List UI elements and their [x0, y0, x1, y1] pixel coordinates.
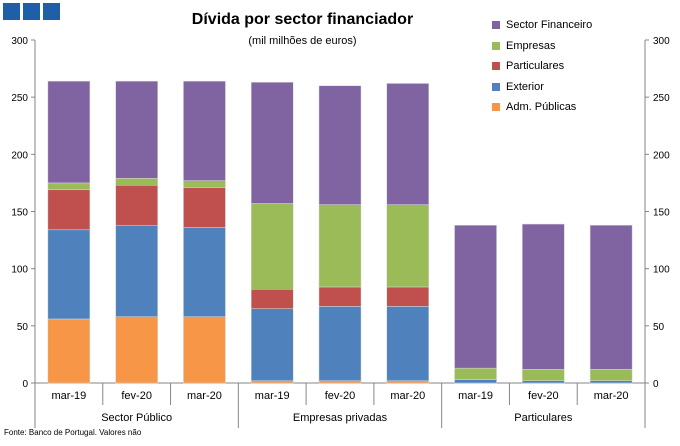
legend-item: Empresas	[492, 36, 592, 57]
logo-block	[43, 3, 60, 20]
legend-item: Particulares	[492, 56, 592, 77]
bar-segment-particulares	[47, 189, 91, 231]
bar-segment-sector-financeiro	[522, 223, 565, 370]
bar-segment-empresas	[386, 204, 430, 288]
y-tick-label-right: 200	[653, 150, 670, 161]
y-tick-label-right: 300	[653, 36, 670, 47]
bar-segment-empresas	[454, 367, 497, 380]
bar-segment-exterior	[386, 306, 430, 381]
logo-block	[3, 3, 20, 20]
y-tick-label-left: 150	[11, 208, 28, 219]
legend-swatch	[492, 41, 500, 50]
x-group-label: Particulares	[514, 412, 573, 424]
bar-segment-empresas	[318, 204, 362, 288]
bar-segment-sector-financeiro	[183, 80, 226, 181]
x-tick-label: mar-20	[187, 390, 222, 402]
bar-segment-exterior	[250, 308, 294, 381]
x-tick-label: mar-20	[390, 390, 425, 402]
legend-label: Adm. Públicas	[506, 101, 577, 114]
x-tick-label: mar-19	[458, 390, 493, 402]
bar-segment-adm-p-blicas	[386, 380, 430, 384]
bar-segment-adm-p-blicas	[250, 380, 294, 384]
bar-segment-empresas	[589, 369, 633, 381]
legend-label: Particulares	[506, 60, 565, 73]
bar-segment-sector-financeiro	[47, 80, 91, 184]
y-tick-label-left: 300	[11, 36, 28, 47]
bar-segment-sector-financeiro	[454, 224, 497, 369]
bar-segment-empresas	[47, 182, 91, 191]
bar-segment-empresas	[183, 180, 226, 188]
legend-label: Exterior	[506, 80, 544, 93]
bar-segment-adm-p-blicas	[183, 316, 226, 384]
bar-segment-particulares	[115, 184, 158, 226]
bar-segment-particulares	[183, 187, 226, 228]
y-tick-label-left: 50	[17, 322, 29, 333]
bar-segment-empresas	[522, 369, 565, 381]
logo	[3, 3, 60, 20]
legend-swatch	[492, 21, 500, 30]
y-tick-label-left: 0	[22, 379, 28, 390]
bar-segment-sector-financeiro	[250, 82, 294, 204]
legend-swatch	[492, 82, 500, 91]
x-tick-label: mar-19	[255, 390, 290, 402]
x-tick-label: mar-20	[594, 390, 629, 402]
source-note: Fonte: Banco de Portugal. Valores não	[4, 428, 142, 437]
legend-item: Sector Financeiro	[492, 15, 592, 36]
bar-segment-sector-financeiro	[386, 83, 430, 205]
y-tick-label-right: 100	[653, 265, 670, 276]
legend-swatch	[492, 103, 500, 112]
legend-swatch	[492, 62, 500, 71]
y-tick-label-left: 200	[11, 150, 28, 161]
legend-label: Empresas	[506, 39, 556, 52]
legend-item: Adm. Públicas	[492, 97, 592, 118]
bar-segment-adm-p-blicas	[47, 318, 91, 384]
bar-segment-exterior	[318, 306, 362, 381]
x-group-label: Empresas privadas	[293, 412, 388, 424]
y-tick-label-left: 250	[11, 93, 28, 104]
chart-subtitle: (mil milhões de euros)	[248, 35, 357, 47]
bar-segment-particulares	[386, 286, 430, 307]
bar-segment-sector-financeiro	[589, 224, 633, 370]
y-tick-label-right: 0	[653, 379, 659, 390]
bar-segment-exterior	[522, 380, 565, 384]
bar-segment-sector-financeiro	[115, 80, 158, 179]
bar-segment-exterior	[454, 379, 497, 384]
x-group-label: Sector Público	[101, 412, 172, 424]
bar-segment-exterior	[115, 224, 158, 317]
y-tick-label-right: 50	[653, 322, 665, 333]
bar-segment-sector-financeiro	[318, 85, 362, 205]
x-tick-label: mar-19	[51, 390, 86, 402]
legend-label: Sector Financeiro	[506, 19, 593, 32]
x-tick-label: fev-20	[121, 390, 152, 402]
logo-block	[23, 3, 40, 20]
bar-segment-exterior	[589, 380, 633, 384]
legend-item: Exterior	[492, 77, 592, 98]
chart-title: Dívida por sector financiador	[191, 11, 414, 28]
bar-segment-adm-p-blicas	[115, 316, 158, 384]
y-tick-label-right: 250	[653, 93, 670, 104]
x-tick-label: fev-20	[325, 390, 356, 402]
bar-segment-exterior	[47, 229, 91, 320]
bar-segment-exterior	[183, 227, 226, 317]
bar-segment-particulares	[318, 286, 362, 307]
chart-legend: Sector Financeiro Empresas Particulares Ext…	[492, 15, 592, 118]
y-tick-label-right: 150	[653, 208, 670, 219]
x-tick-label: fev-20	[528, 390, 559, 402]
bar-segment-empresas	[115, 178, 158, 186]
bar-segment-particulares	[250, 288, 294, 309]
bar-segment-adm-p-blicas	[318, 380, 362, 384]
y-tick-label-left: 100	[11, 265, 28, 276]
bar-segment-empresas	[250, 203, 294, 290]
